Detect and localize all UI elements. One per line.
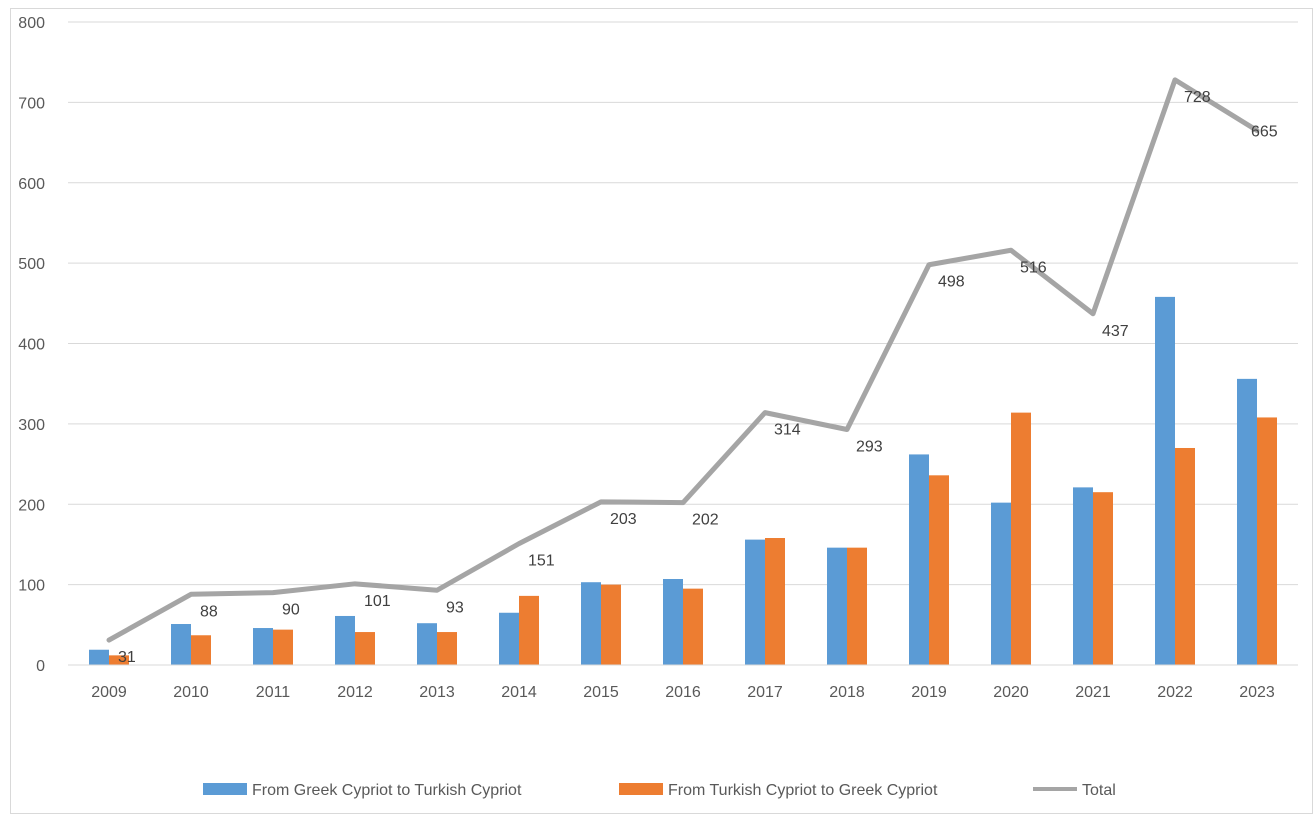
bar [827, 547, 847, 665]
y-tick-label: 0 [36, 658, 45, 675]
x-tick-label: 2022 [1157, 684, 1193, 701]
y-tick-label: 100 [18, 578, 45, 595]
total-data-label: 101 [364, 593, 391, 610]
legend-label: From Turkish Cypriot to Greek Cypriot [668, 782, 938, 799]
bar [991, 502, 1011, 665]
bar [171, 624, 191, 665]
total-data-label: 88 [200, 603, 218, 620]
total-data-label: 90 [282, 602, 300, 619]
y-tick-label: 600 [18, 176, 45, 193]
bar [1093, 492, 1113, 665]
total-series-line [106, 77, 1260, 643]
bar [519, 595, 539, 665]
x-tick-label: 2012 [337, 684, 373, 701]
total-data-label: 203 [610, 511, 637, 528]
bar [355, 632, 375, 665]
x-tick-label: 2014 [501, 684, 537, 701]
y-tick-label: 200 [18, 497, 45, 514]
bar [663, 578, 683, 665]
x-tick-label: 2018 [829, 684, 865, 701]
bar [417, 623, 437, 665]
bar [1073, 487, 1093, 665]
bar [437, 632, 457, 665]
bar [1257, 417, 1277, 665]
legend: From Greek Cypriot to Turkish Cypriot Fro… [203, 782, 1116, 799]
total-data-label: 498 [938, 274, 965, 291]
bar [581, 582, 601, 665]
x-tick-label: 2015 [583, 684, 619, 701]
legend-label: Total [1082, 782, 1116, 799]
bar [765, 538, 785, 665]
x-tick-label: 2020 [993, 684, 1029, 701]
bar [847, 547, 867, 665]
y-tick-label: 700 [18, 95, 45, 112]
legend-label: From Greek Cypriot to Turkish Cypriot [252, 782, 522, 799]
bar [253, 628, 273, 665]
y-axis: 0 100 200 300 400 500 600 700 800 [18, 15, 45, 675]
legend-swatch [619, 783, 663, 795]
total-data-label: 314 [774, 422, 801, 439]
bar [1011, 412, 1031, 665]
bar [273, 629, 293, 665]
total-data-label: 151 [528, 553, 555, 570]
x-tick-label: 2016 [665, 684, 701, 701]
x-tick-label: 2011 [256, 684, 291, 701]
total-data-label: 437 [1102, 323, 1129, 340]
total-data-label: 31 [118, 649, 136, 666]
bar [1155, 296, 1175, 665]
x-tick-label: 2010 [173, 684, 209, 701]
total-data-label: 202 [692, 512, 719, 529]
bar [1175, 447, 1195, 665]
bar [89, 649, 109, 665]
bar [109, 655, 129, 665]
bar [191, 635, 211, 665]
legend-swatch [203, 783, 247, 795]
bar [499, 612, 519, 665]
x-tick-label: 2013 [419, 684, 455, 701]
y-tick-label: 400 [18, 337, 45, 354]
x-tick-label: 2021 [1075, 684, 1111, 701]
total-data-label: 516 [1020, 259, 1047, 276]
chart-frame [10, 8, 1313, 814]
total-line [106, 77, 1260, 643]
bar [929, 475, 949, 665]
bar [745, 539, 765, 665]
x-tick-label: 2017 [747, 684, 783, 701]
bar [909, 454, 929, 665]
bar [683, 588, 703, 665]
total-data-label: 293 [856, 439, 883, 456]
bar [1237, 378, 1257, 665]
total-data-label: 93 [446, 599, 464, 616]
y-tick-label: 300 [18, 417, 45, 434]
y-tick-label: 500 [18, 256, 45, 273]
y-tick-label: 800 [18, 15, 45, 32]
x-tick-label: 2023 [1239, 684, 1275, 701]
total-data-label: 665 [1251, 124, 1278, 141]
bars [89, 296, 1277, 665]
x-tick-label: 2019 [911, 684, 947, 701]
total-data-label: 728 [1184, 89, 1211, 106]
x-tick-label: 2009 [91, 684, 127, 701]
data-labels: 31 88 90 101 93 151 203 202 314 293 498 516 437 728 66… [118, 89, 1278, 666]
bar [601, 584, 621, 665]
bar [335, 615, 355, 665]
x-axis: 2009 2010 2011 2012 2013 2014 2015 2016 2017 2018… [68, 664, 1298, 701]
